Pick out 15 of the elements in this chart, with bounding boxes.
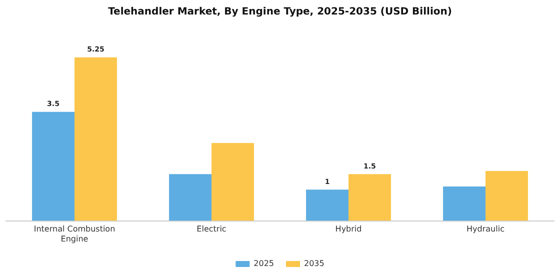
bar	[169, 174, 212, 221]
bar	[212, 142, 254, 221]
chart-title: Telehandler Market, By Engine Type, 2025-2035 (USD Billion)	[108, 6, 452, 18]
x-tick-label: Hybrid	[335, 224, 362, 234]
x-tick-label: Electric	[196, 224, 226, 234]
bar	[348, 174, 391, 221]
legend-label: 2035	[304, 259, 324, 268]
x-tick-label: Internal Combustion Engine	[34, 224, 116, 244]
x-tick-label: Hydraulic	[466, 224, 504, 234]
bar	[443, 186, 486, 221]
legend-label: 2025	[254, 259, 274, 268]
bar	[486, 170, 528, 221]
bar	[32, 112, 74, 221]
bar	[74, 57, 117, 221]
bar	[306, 190, 348, 221]
